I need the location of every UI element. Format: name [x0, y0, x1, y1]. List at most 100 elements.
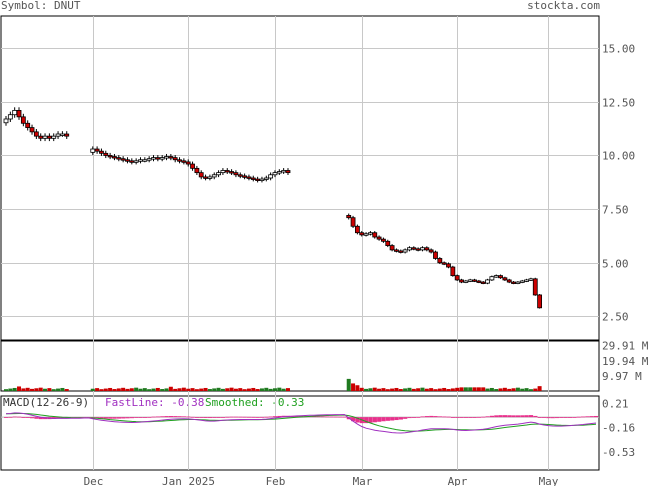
price-tick-label: 15.00: [602, 43, 635, 56]
volume-bar: [459, 387, 464, 391]
volume-bar: [34, 388, 39, 391]
macd-histogram-bar: [212, 417, 217, 418]
candle-body: [394, 249, 399, 252]
volume-bar: [429, 388, 434, 391]
candle-body: [138, 159, 143, 162]
price-tick-label: 12.50: [602, 97, 635, 110]
candle-body: [220, 170, 226, 174]
price-tick-label: 10.00: [602, 150, 635, 163]
candle-body: [25, 122, 31, 128]
macd-histogram-bar: [533, 415, 538, 418]
volume-bar: [233, 388, 238, 391]
candle-body: [485, 279, 490, 284]
macd-histogram-bar: [207, 417, 213, 419]
candle-body: [402, 249, 408, 253]
candle-body: [33, 131, 39, 137]
price-tick-label: 2.50: [602, 311, 629, 324]
macd-histogram-bar: [364, 417, 369, 424]
volume-bar: [121, 387, 126, 391]
macd-histogram-bar: [563, 417, 568, 418]
volume-bar: [394, 387, 399, 391]
volume-bar: [255, 389, 260, 391]
macd-histogram-bar: [550, 417, 555, 419]
macd-histogram-bar: [498, 415, 503, 418]
volume-bar: [17, 386, 22, 391]
volume-bar: [442, 387, 447, 391]
volume-bar: [281, 388, 286, 391]
volume-bar: [424, 388, 429, 391]
volume-bar: [51, 389, 56, 391]
candle-body: [3, 118, 9, 124]
volume-bar: [21, 388, 26, 391]
macd-histogram-bar: [424, 416, 430, 418]
volume-bar: [238, 388, 243, 391]
volume-bar: [524, 388, 529, 391]
volume-bar: [437, 388, 442, 391]
volume-bar: [164, 388, 169, 391]
macd-histogram-bar: [129, 417, 135, 419]
macd-histogram-bar: [99, 417, 104, 419]
candle-body: [506, 279, 512, 283]
candle-body: [90, 148, 96, 153]
volume-bar: [47, 388, 52, 391]
macd-histogram-bar: [225, 416, 230, 418]
candle-body: [433, 251, 438, 259]
candle-body: [376, 236, 382, 240]
macd-histogram-bar: [554, 417, 560, 419]
macd-histogram-bar: [25, 417, 30, 418]
macd-histogram-bar: [103, 417, 108, 419]
volume-bar: [364, 388, 369, 391]
volume-bar: [472, 387, 477, 391]
macd-tick-label: 0.21: [602, 397, 629, 410]
macd-histogram-bar: [355, 417, 360, 423]
macd-histogram-bar: [108, 417, 113, 419]
macd-histogram-bar: [481, 416, 486, 418]
candle-body: [38, 135, 44, 139]
macd-histogram-bar: [546, 417, 551, 419]
volume-tick-label: 29.91 M: [602, 340, 649, 353]
macd-histogram-bar: [333, 416, 338, 418]
volume-bar: [359, 387, 364, 391]
macd-histogram-bar: [190, 416, 195, 418]
volume-bar: [372, 387, 377, 391]
volume-bar: [56, 388, 61, 391]
volume-bar: [203, 387, 208, 391]
volume-bar: [264, 387, 269, 391]
candle-body: [428, 249, 434, 253]
x-tick-label: Feb: [266, 475, 286, 486]
candle-body: [211, 174, 217, 178]
volume-bar: [173, 388, 178, 391]
volume-bar: [515, 387, 520, 391]
volume-bar: [25, 387, 30, 391]
candle-body: [281, 170, 287, 173]
candle-body: [29, 127, 35, 133]
macd-histogram-bar: [472, 417, 477, 418]
volume-bar: [463, 387, 468, 391]
macd-histogram-bar: [229, 416, 234, 418]
macd-histogram-bar: [121, 417, 126, 419]
candle-body: [42, 135, 48, 139]
macd-histogram-bar: [147, 416, 152, 418]
candle-body: [64, 133, 70, 137]
volume-tick-label: 19.94 M: [602, 355, 649, 368]
panel-frame-2: [0, 395, 600, 471]
volume-bar: [112, 389, 117, 391]
macd-histogram-bar: [446, 416, 451, 418]
volume-bar: [129, 388, 134, 391]
volume-bar: [242, 389, 247, 391]
macd-histogram-bar: [242, 416, 247, 418]
macd-histogram-bar: [351, 417, 356, 422]
volume-bar: [43, 388, 48, 391]
macd-histogram-bar: [450, 417, 456, 418]
macd-histogram-bar: [476, 416, 482, 418]
macd-histogram-bar: [594, 415, 599, 418]
candle-body: [389, 245, 395, 251]
x-tick-label: Dec: [84, 475, 104, 486]
candle-body: [224, 170, 230, 173]
candle-body: [354, 225, 360, 234]
candle-body: [368, 232, 373, 235]
volume-bar: [246, 388, 251, 391]
volume-bar: [407, 387, 412, 391]
volume-bar: [216, 387, 221, 391]
